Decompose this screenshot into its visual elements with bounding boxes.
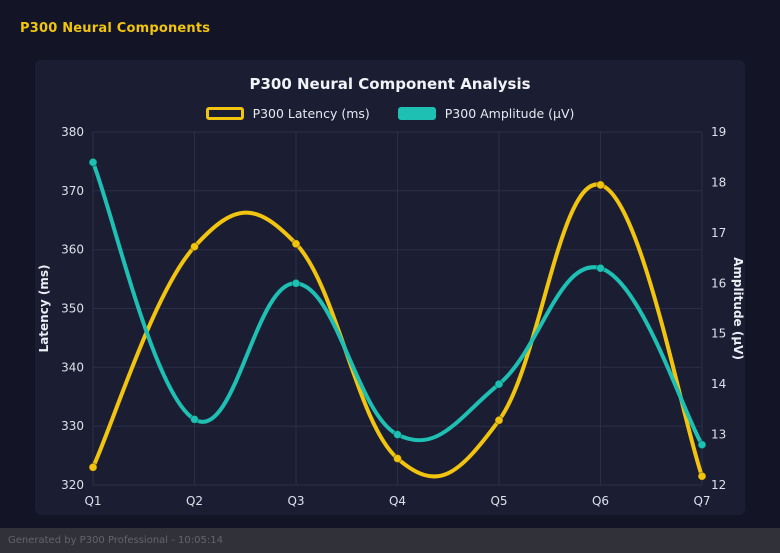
amplitude-line-swatch bbox=[397, 106, 436, 120]
chart-legend: P300 Latency (ms) P300 Amplitude (μV) bbox=[35, 105, 745, 121]
footer-text: Generated by P300 Professional - 10:05:1… bbox=[8, 535, 223, 546]
legend-label-latency: P300 Latency (ms) bbox=[252, 105, 370, 121]
svg-text:Q4: Q4 bbox=[389, 494, 406, 508]
chart-title: P300 Neural Component Analysis bbox=[249, 75, 531, 93]
latency-line-swatch bbox=[205, 106, 244, 120]
page-title: P300 Neural Components bbox=[20, 21, 211, 36]
svg-text:Amplitude (μV): Amplitude (μV) bbox=[731, 257, 745, 360]
svg-text:380: 380 bbox=[61, 125, 84, 139]
line-chart: 320 330 340 350 360 370 380 12 13 14 15 16 17 18 19 Q1 Q… bbox=[37, 125, 745, 508]
svg-text:350: 350 bbox=[61, 302, 84, 316]
legend-label-amplitude: P300 Amplitude (μV) bbox=[444, 105, 575, 121]
svg-text:Q7: Q7 bbox=[693, 494, 710, 508]
svg-text:Q1: Q1 bbox=[84, 494, 101, 508]
svg-text:Q2: Q2 bbox=[186, 494, 203, 508]
svg-text:12: 12 bbox=[711, 478, 726, 492]
svg-text:16: 16 bbox=[711, 276, 726, 290]
footer-bar: Generated by P300 Professional - 10:05:1… bbox=[0, 528, 780, 553]
svg-text:Q3: Q3 bbox=[287, 494, 304, 508]
legend-item-amplitude[interactable]: P300 Amplitude (μV) bbox=[397, 105, 575, 121]
svg-text:340: 340 bbox=[61, 360, 84, 374]
svg-text:19: 19 bbox=[711, 125, 726, 139]
svg-text:17: 17 bbox=[711, 226, 726, 240]
svg-text:14: 14 bbox=[711, 377, 726, 391]
svg-text:370: 370 bbox=[61, 184, 84, 198]
svg-text:360: 360 bbox=[61, 243, 84, 257]
legend-item-latency[interactable]: P300 Latency (ms) bbox=[205, 105, 370, 121]
svg-text:320: 320 bbox=[61, 478, 84, 492]
svg-text:Q5: Q5 bbox=[490, 494, 507, 508]
svg-text:18: 18 bbox=[711, 175, 726, 189]
chart-panel: P300 Neural Component Analysis P300 Late… bbox=[35, 60, 745, 515]
svg-text:15: 15 bbox=[711, 327, 726, 341]
svg-text:Latency (ms): Latency (ms) bbox=[37, 265, 51, 353]
svg-text:330: 330 bbox=[61, 419, 84, 433]
svg-text:13: 13 bbox=[711, 428, 726, 442]
svg-text:Q6: Q6 bbox=[592, 494, 609, 508]
